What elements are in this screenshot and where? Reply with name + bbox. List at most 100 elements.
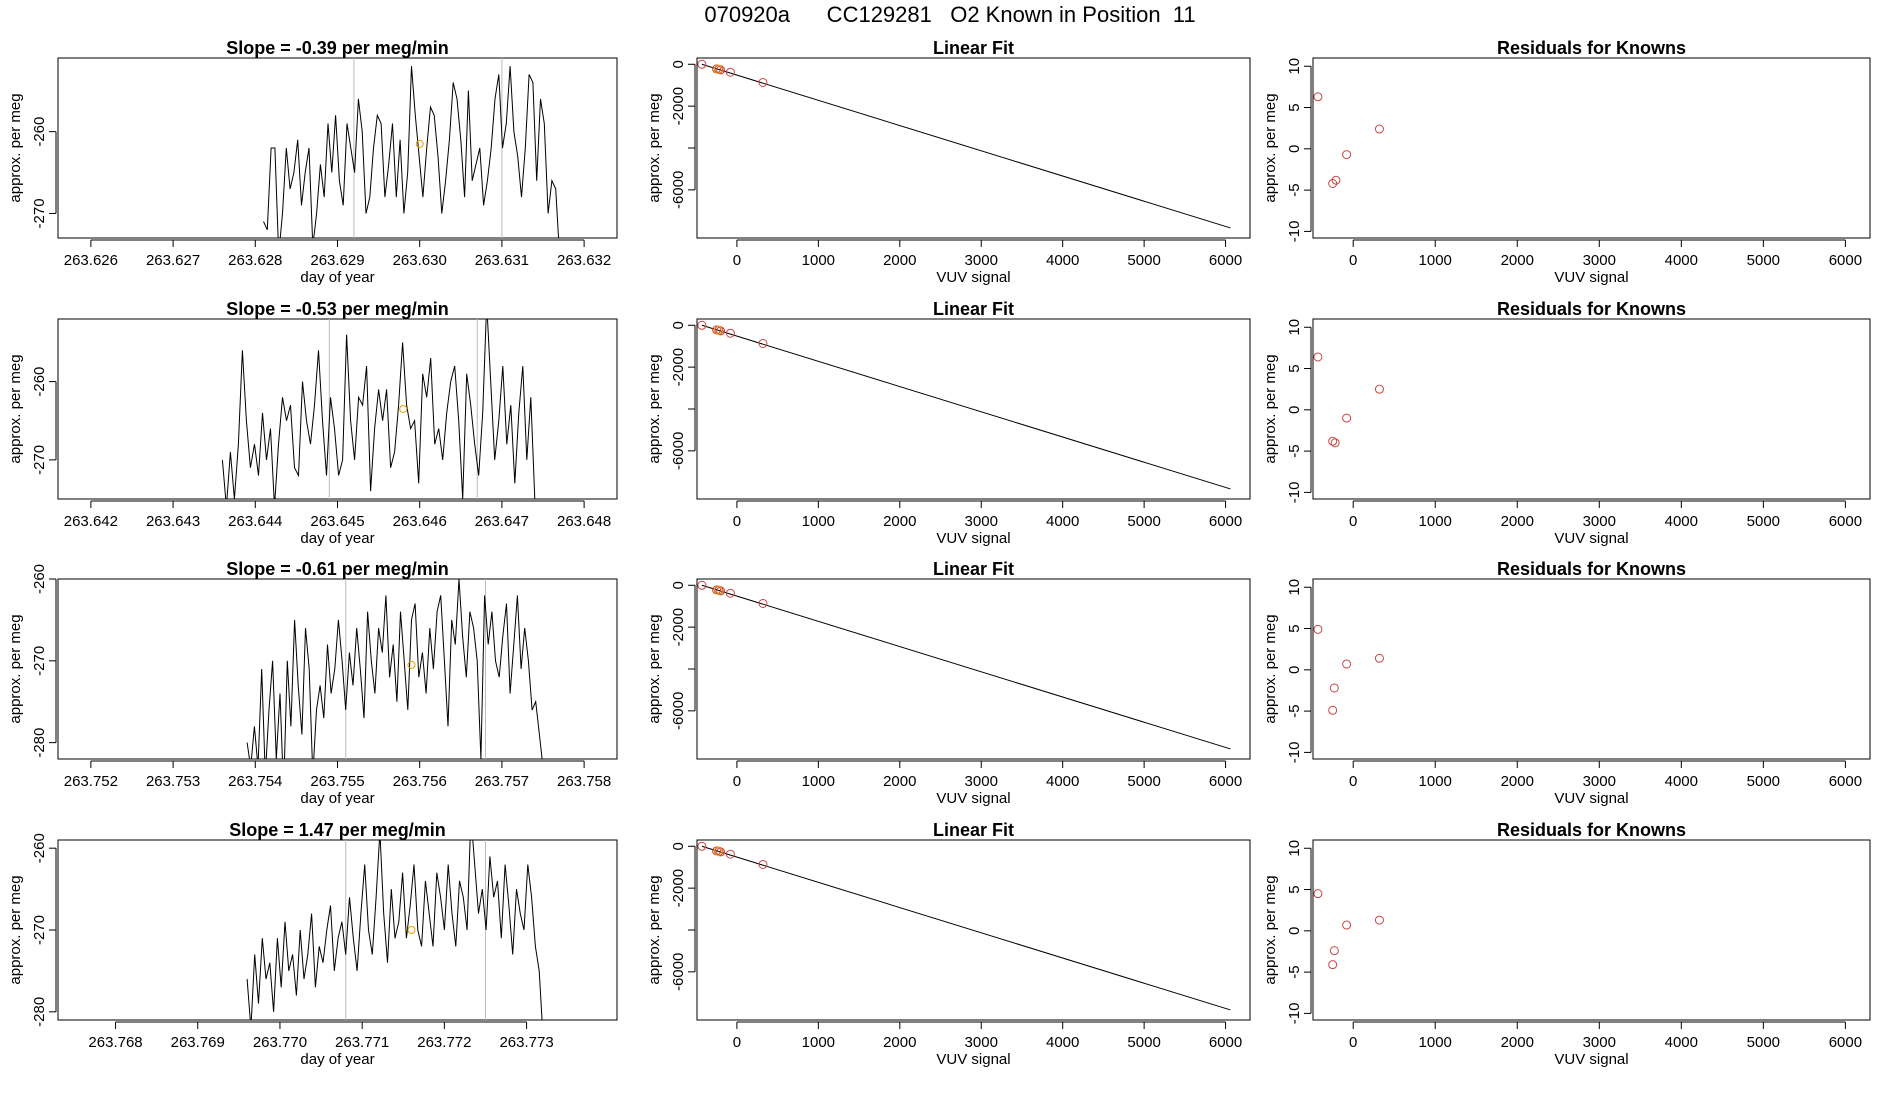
y-tick-label: 0: [1286, 406, 1303, 414]
x-axis-label: VUV signal: [1554, 1051, 1628, 1068]
resid-panel: Residuals for Knowns 0 1000 2000 3000 4000 500…: [1262, 38, 1871, 286]
panel-title: Residuals for Knowns: [1497, 299, 1686, 319]
residual-point: [1331, 175, 1341, 185]
x-tick-label: 263.628: [228, 252, 282, 269]
x-tick-label: 1000: [1419, 252, 1452, 269]
y-tick-label: -260: [31, 367, 48, 397]
residual-point: [1374, 653, 1384, 663]
fit-line: [701, 63, 1231, 229]
known-point: [697, 580, 707, 590]
x-tick-label: 263.770: [253, 1034, 307, 1051]
x-tick-label: 1000: [1419, 513, 1452, 530]
sample-point: [713, 64, 723, 74]
plot-frame: [57, 578, 618, 760]
y-tick-label: -10: [1286, 482, 1303, 504]
residual-point: [1374, 124, 1384, 134]
x-tick-label: 3000: [1583, 1034, 1616, 1051]
known-point: [758, 859, 768, 869]
y-tick-label: 5: [1286, 624, 1303, 632]
plot-frame: [696, 578, 1251, 760]
x-tick-label: 263.755: [310, 773, 364, 790]
y-tick-label: -6000: [670, 432, 687, 470]
plot-area: [1313, 352, 1384, 448]
y-tick-label: -260: [31, 833, 48, 863]
y-tick-label: -5: [1286, 444, 1303, 457]
y-tick-label: -6000: [670, 692, 687, 730]
residual-point: [1328, 960, 1338, 970]
x-tick-label: 6000: [1209, 773, 1242, 790]
plot-frame: [57, 839, 618, 1021]
panel-title: Linear Fit: [933, 38, 1014, 58]
x-tick-label: 0: [1349, 513, 1357, 530]
x-tick-label: 2000: [1501, 513, 1534, 530]
x-tick-label: 4000: [1665, 513, 1698, 530]
x-axis-label: day of year: [300, 1051, 374, 1068]
known-point: [725, 67, 735, 77]
x-tick-label: 2000: [1501, 252, 1534, 269]
x-axis-label: day of year: [300, 790, 374, 807]
y-tick-label: -5: [1286, 965, 1303, 978]
fit-line: [701, 584, 1231, 750]
fit-panel: Linear Fit 0 1000 2000 3000 4000 5000 6000 VUV s…: [646, 559, 1251, 807]
mean-marker: [407, 660, 416, 669]
residual-point: [1374, 915, 1384, 925]
x-tick-label: 4000: [1665, 252, 1698, 269]
panel-title: Residuals for Knowns: [1497, 559, 1686, 579]
x-tick-label: 0: [733, 773, 741, 790]
plot-area: [697, 59, 1231, 229]
panel-title: Linear Fit: [933, 559, 1014, 579]
residual-point: [1329, 683, 1339, 693]
x-tick-label: 263.648: [557, 513, 611, 530]
y-tick-label: -270: [31, 915, 48, 945]
sample-point: [713, 325, 723, 335]
x-axis-label: VUV signal: [936, 269, 1010, 286]
x-tick-label: 263.753: [146, 773, 200, 790]
y-tick-label: 10: [1286, 319, 1303, 336]
plot-frame: [57, 318, 618, 500]
x-tick-label: 263.627: [146, 252, 200, 269]
y-tick-label: -280: [31, 728, 48, 758]
known-point: [725, 328, 735, 338]
x-tick-label: 263.768: [88, 1034, 142, 1051]
y-tick-label: -2000: [670, 87, 687, 125]
known-point: [697, 320, 707, 330]
y-axis-label: approx. per meg: [7, 875, 24, 984]
y-tick-label: -6000: [670, 171, 687, 209]
resid-panel: Residuals for Knowns 0 1000 2000 3000 4000 500…: [1262, 820, 1871, 1068]
x-tick-label: 263.769: [171, 1034, 225, 1051]
y-tick-label: -5: [1286, 183, 1303, 196]
residual-point: [1342, 150, 1352, 160]
x-tick-label: 3000: [965, 513, 998, 530]
x-tick-label: 2000: [1501, 1034, 1534, 1051]
x-tick-label: 2000: [883, 773, 916, 790]
x-tick-label: 2000: [883, 252, 916, 269]
x-tick-label: 1000: [802, 513, 835, 530]
x-axis-label: day of year: [300, 269, 374, 286]
x-tick-label: 6000: [1209, 1034, 1242, 1051]
y-tick-label: 5: [1286, 103, 1303, 111]
y-tick-label: 0: [1286, 145, 1303, 153]
x-axis-label: day of year: [300, 530, 374, 547]
x-tick-label: 263.626: [64, 252, 118, 269]
x-tick-label: 1000: [802, 1034, 835, 1051]
y-tick-label: 0: [670, 581, 687, 589]
figure-title: 070920a CC129281 O2 Known in Position 11: [704, 2, 1196, 27]
known-point: [697, 59, 707, 69]
resid-panel: Residuals for Knowns 0 1000 2000 3000 4000 500…: [1262, 299, 1871, 547]
y-tick-label: 10: [1286, 58, 1303, 75]
y-tick-label: 0: [670, 321, 687, 329]
panel-title: Slope = -0.53 per meg/min: [226, 299, 449, 319]
panel-title: Residuals for Knowns: [1497, 820, 1686, 840]
x-tick-label: 1000: [802, 773, 835, 790]
x-tick-label: 5000: [1747, 252, 1780, 269]
time-panel: Slope = -0.39 per meg/min 263.626 263.627 2…: [7, 38, 618, 286]
x-tick-label: 263.642: [64, 513, 118, 530]
residual-point: [1328, 436, 1338, 446]
y-tick-label: -6000: [670, 953, 687, 991]
sample-point: [713, 585, 723, 595]
y-tick-label: -260: [31, 117, 48, 147]
x-tick-label: 3000: [965, 1034, 998, 1051]
x-tick-label: 263.756: [393, 773, 447, 790]
x-tick-label: 5000: [1747, 1034, 1780, 1051]
